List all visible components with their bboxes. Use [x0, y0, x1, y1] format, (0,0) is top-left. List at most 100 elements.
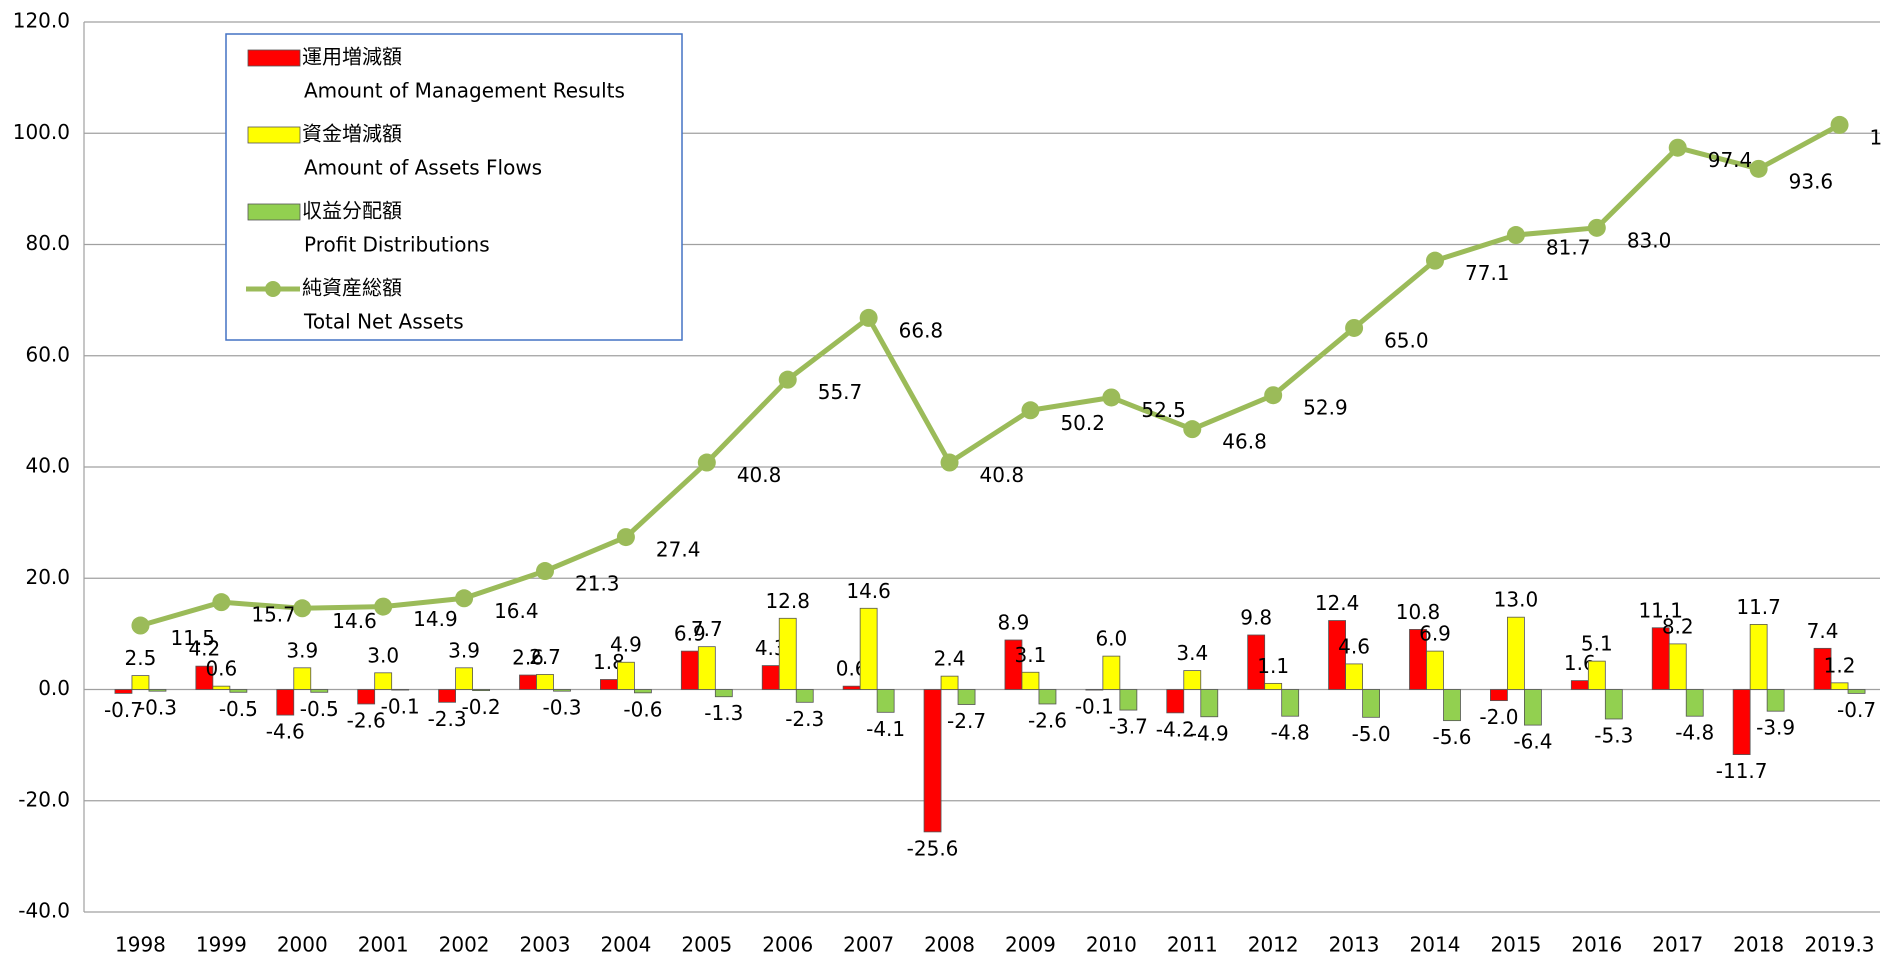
y-tick-label: 0.0: [38, 676, 70, 700]
legend: 運用増減額 Amount of Management Results 資金増減額 Am…: [225, 33, 683, 341]
bar-value-label: -2.6: [347, 708, 386, 732]
bar-value-label: 13.0: [1494, 588, 1539, 612]
legend-label: 資金増減額: [302, 122, 402, 146]
x-tick-label: 2000: [277, 933, 328, 957]
bar-value-label: 4.2: [188, 637, 220, 661]
bar-value-label: 7.7: [691, 617, 723, 641]
y-tick-label: 60.0: [25, 342, 70, 366]
bar: [1443, 689, 1461, 722]
bar-value-label: 8.9: [998, 610, 1030, 634]
bar: [940, 675, 959, 690]
bar-value-label: 14.6: [846, 579, 891, 603]
line-value-label: 14.6: [332, 609, 377, 633]
line-point: [616, 528, 635, 547]
bar: [212, 685, 231, 690]
line-point: [1183, 420, 1202, 439]
bar: [1668, 643, 1687, 690]
bar-value-label: -0.5: [300, 697, 339, 721]
bar-value-label: 2.7: [529, 645, 561, 669]
bar-value-label: 2.6: [512, 646, 544, 670]
x-tick-label: 1999: [196, 933, 247, 957]
bar-value-label: -0.1: [381, 695, 420, 719]
bar-value-label: 8.2: [1662, 614, 1694, 638]
bar-value-label: -0.1: [1075, 695, 1114, 719]
line-value-label: 27.4: [656, 538, 701, 562]
bar-value-label: -25.6: [907, 836, 959, 860]
bar-value-label: 5.1: [1581, 632, 1613, 656]
bar-value-label: 6.9: [1419, 622, 1451, 646]
line-point: [940, 453, 959, 472]
x-tick-label: 2008: [924, 933, 975, 957]
line-point: [778, 370, 797, 389]
bar: [600, 679, 618, 690]
y-tick-label: -40.0: [18, 899, 70, 923]
bar: [1281, 689, 1300, 717]
x-tick-label: 2005: [681, 933, 732, 957]
x-tick-label: 2015: [1490, 933, 1541, 957]
bar: [1183, 670, 1202, 690]
bar: [795, 689, 814, 703]
bar: [1570, 680, 1589, 690]
line-value-label: 40.8: [737, 463, 782, 487]
line-point: [697, 453, 716, 472]
bar: [714, 689, 733, 698]
bar: [1328, 620, 1346, 690]
bar-value-label: -0.5: [219, 697, 258, 721]
y-tick-label: 40.0: [25, 454, 70, 478]
line-point: [1587, 218, 1606, 237]
line-point: [1506, 226, 1525, 245]
legend-label: 運用増減額: [302, 45, 402, 69]
bar: [1587, 660, 1606, 690]
bar: [778, 617, 797, 690]
bar-value-label: 6.9: [674, 622, 706, 646]
line-point: [1668, 138, 1687, 157]
bar: [1604, 689, 1623, 720]
x-tick-label: 2012: [1248, 933, 1299, 957]
bar: [114, 689, 133, 694]
x-tick-label: 1998: [115, 933, 166, 957]
bar: [1102, 655, 1121, 690]
bar: [1119, 689, 1138, 711]
bar: [1004, 639, 1023, 690]
bar: [1524, 689, 1542, 726]
bar: [761, 665, 780, 690]
y-tick-label: 80.0: [25, 231, 70, 255]
bar-value-label: -2.7: [947, 709, 986, 733]
line-point: [1102, 388, 1121, 407]
line-point: [455, 589, 474, 608]
bar: [1021, 671, 1040, 690]
bar-value-label: -2.0: [1479, 705, 1518, 729]
legend-swatch: [247, 126, 301, 144]
bar-value-label: 2.4: [934, 647, 966, 671]
bar: [1749, 624, 1768, 690]
line-point: [1830, 115, 1849, 134]
x-tick-label: 2002: [439, 933, 490, 957]
line-point: [131, 616, 150, 635]
bar-value-label: 3.9: [448, 638, 480, 662]
line-value-label: 50.2: [1060, 411, 1105, 435]
bar: [1345, 663, 1363, 690]
line-point: [1426, 251, 1444, 270]
bar-value-label: -5.0: [1352, 722, 1391, 746]
line-value-label: 52.5: [1141, 398, 1186, 422]
legend-label: 収益分配額: [302, 199, 402, 223]
line-value-label: 16.4: [494, 599, 539, 623]
bar: [1732, 689, 1751, 755]
bar-value-label: -0.6: [623, 697, 662, 721]
x-tick-label: 2001: [358, 933, 409, 957]
bar: [1507, 616, 1525, 690]
x-tick-label: 2006: [762, 933, 813, 957]
line-value-label: 77.1: [1465, 261, 1510, 285]
bar-value-label: 3.9: [286, 638, 318, 662]
bar: [536, 674, 554, 690]
bar: [148, 689, 167, 692]
bar-value-label: -4.6: [266, 720, 305, 744]
line-value-label: 66.8: [899, 318, 944, 342]
x-tick-label: 2016: [1571, 933, 1622, 957]
bar: [310, 689, 329, 693]
x-tick-label: 2014: [1410, 933, 1461, 957]
bar-value-label: -0.3: [542, 696, 581, 720]
bar-value-label: -4.8: [1675, 721, 1714, 745]
line-value-label: 97.4: [1708, 148, 1753, 172]
